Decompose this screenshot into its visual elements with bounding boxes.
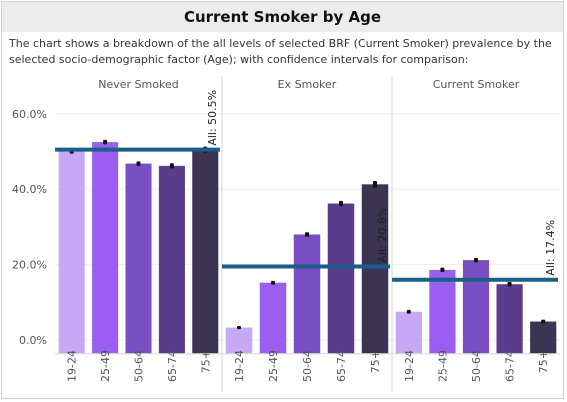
reference-label: All: 17.4% [544,220,557,276]
reference-label: All: 20.8% [376,207,389,263]
panel-label-ex-smoker: Ex Smoker [278,78,337,91]
x-tick-label: 19-24 [66,350,79,382]
error-bar [541,319,546,324]
panel-label-never-smoked: Never Smoked [98,78,178,91]
x-tick-label: 19-24 [403,350,416,382]
bar-65-74 [327,203,355,354]
chart-description: The chart shows a breakdown of the all l… [9,37,552,66]
error-bar [507,281,512,287]
bar-50-64 [462,260,490,354]
x-tick-label: 50-64 [301,350,314,382]
x-tick-label: 25-49 [436,350,449,382]
bar-65-74 [158,165,185,354]
error-bar [271,280,275,285]
reference-label: All: 50.5% [206,90,219,146]
error-bar [136,161,141,166]
bar-25-49 [259,282,287,354]
y-tick-label: 60.0% [12,108,47,121]
error-bar [103,139,108,145]
x-tick-label: 65-74 [166,350,179,382]
error-bar [406,309,411,314]
bar-50-64 [125,163,152,354]
panel-label-current-smoker: Current Smoker [433,78,520,91]
y-tick-label: 0.0% [19,334,47,347]
x-tick-label: 65-74 [335,350,348,382]
error-bar [373,180,377,188]
x-tick-label: 50-64 [133,350,146,382]
y-tick-label: 40.0% [12,183,47,196]
error-bar [339,200,343,207]
x-tick-label: 50-64 [470,350,483,382]
bar-65-74 [496,284,523,354]
chart-title: Current Smoker by Age [2,2,563,32]
x-tick-label: 19-24 [233,350,246,382]
x-tick-label: 75+ [369,350,382,373]
error-bar [305,232,309,237]
bar-19-24 [225,327,253,354]
x-tick-label: 25-49 [99,350,112,382]
bar-75+ [530,321,557,354]
x-tick-label: 65-74 [504,350,517,382]
bar-25-49 [92,142,119,354]
error-bar [440,267,445,273]
x-tick-label: 75+ [537,350,550,373]
x-tick-label: 25-49 [267,350,280,382]
error-bar [169,163,174,169]
bar-50-64 [293,234,321,354]
error-bar [237,326,241,330]
bar-75+ [361,184,389,354]
bar-25-49 [429,269,456,354]
bar-75+ [192,149,219,354]
bar-19-24 [58,151,85,354]
error-bar [474,257,478,263]
y-tick-label: 20.0% [12,259,47,272]
x-tick-label: 75+ [199,350,212,373]
bar-19-24 [395,311,422,354]
